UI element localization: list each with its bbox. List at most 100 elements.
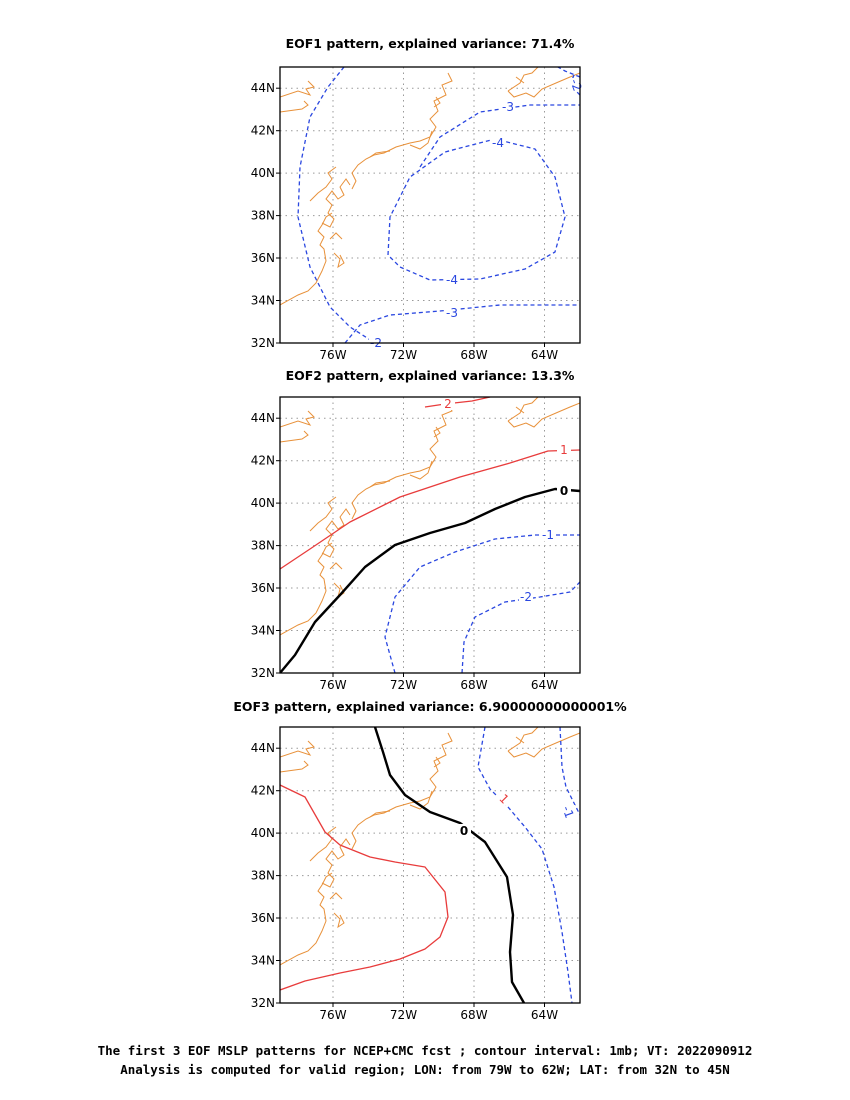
x-tick-label: 72W xyxy=(390,678,417,692)
x-tick-label: 76W xyxy=(319,348,346,362)
y-tick-label: 36N xyxy=(251,251,275,265)
y-tick-label: 38N xyxy=(251,539,275,553)
positive-contour xyxy=(424,397,491,408)
x-tick-label: 68W xyxy=(460,1008,487,1022)
x-tick-label: 76W xyxy=(319,1008,346,1022)
contour-label-bg xyxy=(561,805,575,818)
coastline xyxy=(309,496,337,532)
eof3-panel: EOF3 pattern, explained variance: 6.9000… xyxy=(233,699,627,1022)
contour-label-bg xyxy=(445,306,459,319)
y-tick-label: 40N xyxy=(251,496,275,510)
x-tick-label: 64W xyxy=(531,1008,558,1022)
contour-label-bg xyxy=(497,792,511,805)
negative-contour xyxy=(297,67,376,343)
coastline xyxy=(280,100,309,113)
contour-label: 2 xyxy=(444,397,452,411)
coastline xyxy=(309,826,337,862)
x-tick-label: 64W xyxy=(531,348,558,362)
y-tick-label: 40N xyxy=(251,166,275,180)
plot-frame xyxy=(279,396,581,674)
coastline xyxy=(309,166,337,202)
negative-contour xyxy=(384,534,580,673)
coastline xyxy=(280,760,309,773)
eof2-panel: EOF2 pattern, explained variance: 13.3% 2… xyxy=(251,368,581,692)
coastline xyxy=(329,892,343,900)
panel-title: EOF2 pattern, explained variance: 13.3% xyxy=(286,368,575,383)
coastline xyxy=(433,96,441,108)
coastline xyxy=(369,480,391,488)
negative-contour xyxy=(344,304,580,343)
contour-label-bg xyxy=(557,484,571,497)
y-tick-label: 32N xyxy=(251,996,275,1010)
contour-label: -4 xyxy=(446,273,458,287)
negative-contour xyxy=(557,67,580,78)
coastline xyxy=(409,790,433,810)
contour-label: 1 xyxy=(560,443,568,457)
contour-label-bg xyxy=(457,824,471,837)
coastline xyxy=(280,740,315,758)
negative-contour xyxy=(387,138,566,281)
contour-label-bg xyxy=(445,273,459,286)
map-layer xyxy=(280,397,580,673)
coastline xyxy=(409,130,433,150)
contour-label-bg xyxy=(441,397,455,410)
y-tick-label: 42N xyxy=(251,454,275,468)
negative-contour xyxy=(477,727,573,1003)
zero-contour xyxy=(373,727,526,1003)
y-tick-label: 40N xyxy=(251,826,275,840)
y-tick-label: 42N xyxy=(251,784,275,798)
coastline xyxy=(351,72,453,190)
coastline xyxy=(515,406,525,414)
coastline xyxy=(433,756,441,768)
y-tick-label: 38N xyxy=(251,209,275,223)
coastline xyxy=(280,872,333,966)
plot-frame xyxy=(279,66,581,344)
coastline xyxy=(321,508,351,558)
eof1-panel: EOF1 pattern, explained variance: 71.4% -… xyxy=(251,36,585,362)
map-layer xyxy=(280,67,580,343)
coastline xyxy=(515,76,525,84)
x-tick-label: 64W xyxy=(531,678,558,692)
coastline xyxy=(280,430,309,443)
contour-label: -2 xyxy=(520,590,532,604)
negative-contour xyxy=(461,581,580,673)
map-layer xyxy=(280,727,580,1003)
grid-lines xyxy=(280,67,580,343)
grid-lines xyxy=(280,727,580,1003)
y-tick-label: 32N xyxy=(251,666,275,680)
contour-label: 0 xyxy=(560,484,568,498)
positive-contour xyxy=(280,784,449,991)
coastline xyxy=(409,460,433,480)
coastline xyxy=(333,252,345,269)
y-tick-label: 36N xyxy=(251,911,275,925)
coastline xyxy=(333,912,345,929)
figure-caption-line1: The first 3 EOF MSLP patterns for NCEP+C… xyxy=(97,1043,753,1058)
contour-label: -3 xyxy=(502,100,514,114)
contour-label: 0 xyxy=(460,824,468,838)
x-tick-label: 72W xyxy=(390,348,417,362)
panel-title: EOF3 pattern, explained variance: 6.9000… xyxy=(233,699,627,714)
y-tick-label: 32N xyxy=(251,336,275,350)
coastline xyxy=(321,178,351,228)
contour-label-bg xyxy=(501,100,515,113)
coastline xyxy=(351,402,453,520)
coastline xyxy=(280,212,333,306)
y-tick-label: 44N xyxy=(251,741,275,755)
coastline xyxy=(369,150,391,158)
contour-label-bg xyxy=(557,443,571,456)
negative-contour xyxy=(559,727,580,816)
negative-contour xyxy=(419,104,580,168)
coastline xyxy=(280,80,315,98)
contour-label: -3 xyxy=(446,306,458,320)
x-tick-label: 68W xyxy=(460,678,487,692)
x-tick-label: 68W xyxy=(460,348,487,362)
y-tick-label: 34N xyxy=(251,294,275,308)
zero-contour xyxy=(280,487,580,673)
coastline xyxy=(515,736,525,744)
y-tick-label: 38N xyxy=(251,869,275,883)
y-tick-label: 34N xyxy=(251,954,275,968)
y-tick-label: 44N xyxy=(251,411,275,425)
x-tick-label: 72W xyxy=(390,1008,417,1022)
positive-contour xyxy=(280,449,580,570)
